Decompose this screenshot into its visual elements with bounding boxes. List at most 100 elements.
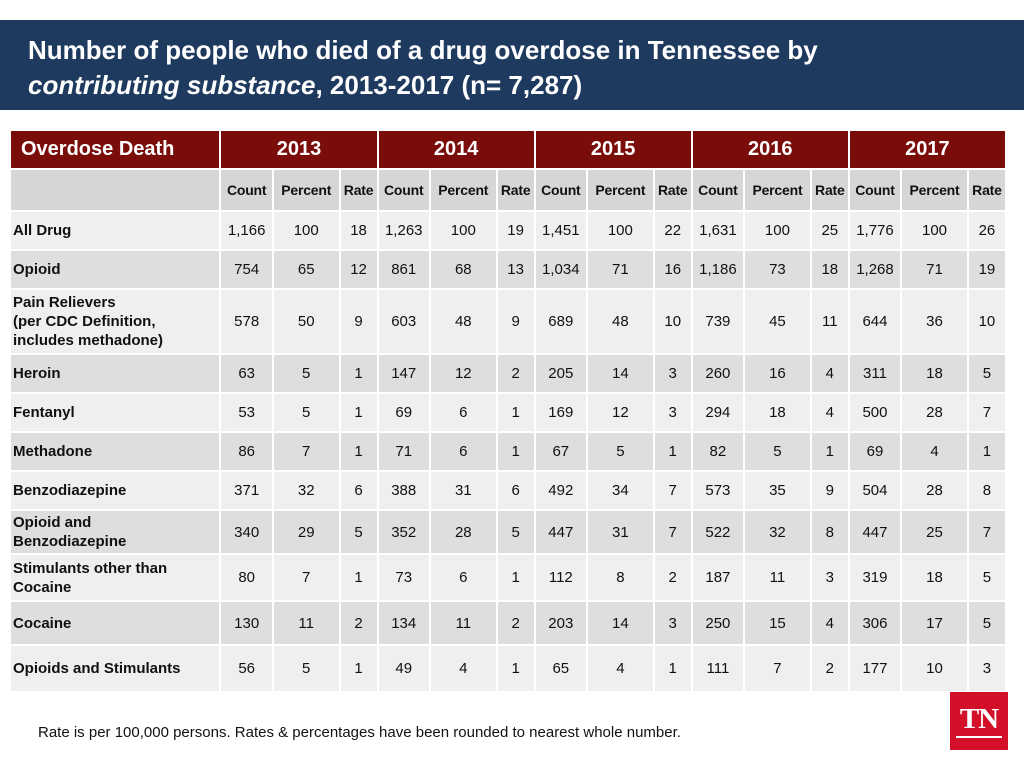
- cell-rate: 11: [809, 288, 850, 355]
- cell-percent: 5: [586, 431, 655, 472]
- cell-count: 112: [533, 553, 589, 602]
- cell-percent: 28: [428, 509, 498, 555]
- cell-rate: 1: [495, 392, 536, 433]
- cell-count: 56: [219, 644, 274, 693]
- cell-rate: 3: [652, 353, 693, 394]
- cell-rate: 1: [652, 431, 693, 472]
- cell-rate: 3: [809, 553, 850, 602]
- cell-rate: 1: [809, 431, 850, 472]
- cell-percent: 32: [271, 470, 341, 511]
- cell-percent: 100: [428, 210, 498, 251]
- cell-rate: 4: [809, 600, 850, 646]
- table-row: Cocaine 130 11 2 134 11 2 203 14 3 250 15 4 306 17 5: [8, 600, 1008, 646]
- title-line-2: contributing substance, 2013-2017 (n= 7,…: [28, 70, 582, 101]
- cell-count: 573: [690, 470, 746, 511]
- cell-count: 134: [376, 600, 431, 646]
- cell-percent: 6: [428, 392, 498, 433]
- sub-header-rate: Rate: [495, 168, 536, 212]
- table-row: Stimulants other than Cocaine 80 7 1 73 6 1 112 8…: [8, 553, 1008, 602]
- cell-percent: 34: [586, 470, 655, 511]
- row-label: Opioids and Stimulants: [8, 644, 222, 693]
- cell-count: 492: [533, 470, 589, 511]
- cell-percent: 8: [586, 553, 655, 602]
- cell-rate: 5: [966, 553, 1008, 602]
- tn-logo-text: TN: [959, 703, 999, 735]
- cell-percent: 31: [428, 470, 498, 511]
- cell-count: 603: [376, 288, 431, 355]
- cell-count: 67: [533, 431, 589, 472]
- cell-rate: 9: [809, 470, 850, 511]
- cell-percent: 4: [586, 644, 655, 693]
- cell-percent: 28: [900, 470, 969, 511]
- cell-percent: 7: [271, 431, 341, 472]
- sub-header-percent: Percent: [900, 168, 969, 212]
- cell-rate: 1: [495, 431, 536, 472]
- sub-header-count: Count: [533, 168, 589, 212]
- cell-count: 578: [219, 288, 274, 355]
- cell-count: 311: [847, 353, 903, 394]
- tn-logo-underline: [956, 736, 1002, 738]
- cell-percent: 10: [900, 644, 969, 693]
- table-row: Opioids and Stimulants 56 5 1 49 4 1 65 4 1 111 7 2 1…: [8, 644, 1008, 693]
- cell-count: 294: [690, 392, 746, 433]
- cell-percent: 68: [428, 249, 498, 290]
- cell-percent: 17: [900, 600, 969, 646]
- cell-rate: 22: [652, 210, 693, 251]
- cell-rate: 5: [338, 509, 379, 555]
- cell-count: 1,631: [690, 210, 746, 251]
- cell-rate: 1: [338, 431, 379, 472]
- cell-count: 1,263: [376, 210, 431, 251]
- cell-rate: 19: [495, 210, 536, 251]
- cell-rate: 18: [338, 210, 379, 251]
- cell-percent: 4: [428, 644, 498, 693]
- cell-count: 644: [847, 288, 903, 355]
- cell-rate: 7: [966, 509, 1008, 555]
- cell-rate: 5: [495, 509, 536, 555]
- cell-rate: 4: [809, 353, 850, 394]
- cell-count: 86: [219, 431, 274, 472]
- cell-count: 1,166: [219, 210, 274, 251]
- cell-rate: 3: [652, 392, 693, 433]
- sub-header-percent: Percent: [271, 168, 341, 212]
- sub-header-blank: [8, 168, 222, 212]
- cell-count: 187: [690, 553, 746, 602]
- cell-rate: 2: [652, 553, 693, 602]
- row-label: Fentanyl: [8, 392, 222, 433]
- cell-rate: 1: [495, 553, 536, 602]
- cell-count: 352: [376, 509, 431, 555]
- cell-rate: 1: [495, 644, 536, 693]
- cell-count: 69: [847, 431, 903, 472]
- cell-count: 169: [533, 392, 589, 433]
- cell-percent: 100: [743, 210, 812, 251]
- cell-percent: 100: [900, 210, 969, 251]
- cell-rate: 9: [338, 288, 379, 355]
- cell-rate: 4: [809, 392, 850, 433]
- sub-header-rate: Rate: [966, 168, 1008, 212]
- cell-percent: 7: [271, 553, 341, 602]
- row-label-line: includes methadone): [13, 332, 164, 349]
- cell-count: 1,186: [690, 249, 746, 290]
- cell-percent: 48: [428, 288, 498, 355]
- cell-rate: 1: [338, 353, 379, 394]
- cell-percent: 48: [586, 288, 655, 355]
- cell-rate: 6: [495, 470, 536, 511]
- cell-count: 504: [847, 470, 903, 511]
- cell-percent: 11: [271, 600, 341, 646]
- year-header-2016: 2016: [690, 129, 850, 170]
- cell-rate: 13: [495, 249, 536, 290]
- cell-percent: 14: [586, 600, 655, 646]
- cell-count: 861: [376, 249, 431, 290]
- row-label-line: Opioid and: [13, 514, 92, 531]
- cell-count: 53: [219, 392, 274, 433]
- row-label: Opioid: [8, 249, 222, 290]
- cell-count: 1,776: [847, 210, 903, 251]
- year-header-2014: 2014: [376, 129, 536, 170]
- cell-rate: 25: [809, 210, 850, 251]
- row-label: Methadone: [8, 431, 222, 472]
- cell-count: 689: [533, 288, 589, 355]
- cell-rate: 6: [338, 470, 379, 511]
- cell-rate: 19: [966, 249, 1008, 290]
- cell-percent: 14: [586, 353, 655, 394]
- sub-header-row: Count Percent Rate Count Percent Rate Count Per…: [8, 168, 1008, 212]
- row-label-line: Pain Relievers: [13, 294, 116, 311]
